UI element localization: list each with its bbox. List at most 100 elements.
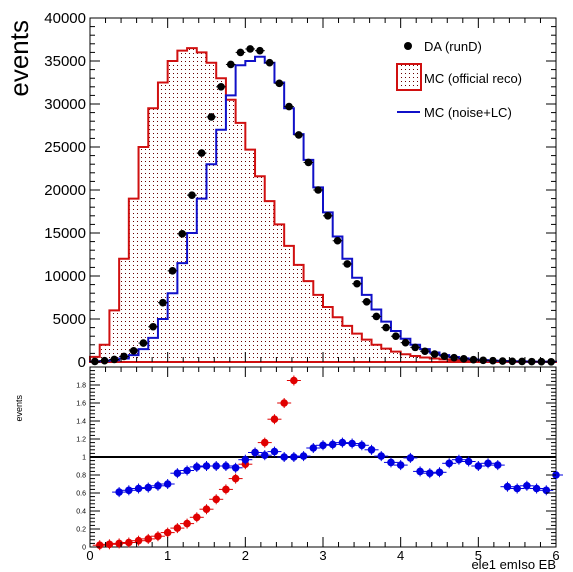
ratio-official-point	[271, 415, 279, 423]
data-point	[198, 149, 206, 157]
data-point	[402, 339, 410, 347]
ratio-noise-point	[426, 469, 434, 477]
data-point	[208, 113, 216, 121]
main-y-axis-title: events	[4, 20, 34, 97]
ratio-noise-point	[387, 459, 395, 467]
y-tick-label: 40000	[44, 10, 86, 27]
data-point	[411, 344, 419, 352]
ratio-noise-point	[222, 462, 230, 470]
ratio-official-point	[232, 475, 240, 483]
y-tick-label: 30000	[44, 96, 86, 113]
data-point	[101, 357, 109, 365]
y-tick-label: 10000	[44, 268, 86, 285]
y-tick-label: 25000	[44, 139, 86, 156]
ratio-y-tick-label: 1.8	[76, 383, 86, 390]
data-point	[470, 356, 478, 364]
ratio-noise-point	[135, 485, 143, 493]
ratio-noise-point	[368, 446, 376, 454]
ratio-noise-point	[261, 451, 269, 459]
data-point	[217, 83, 225, 91]
ratio-noise-point	[212, 462, 220, 470]
y-tick-label: 0	[78, 354, 86, 371]
data-point	[431, 350, 439, 358]
ratio-noise-point	[504, 483, 512, 491]
data-point	[169, 267, 177, 275]
legend-official-swatch	[397, 64, 421, 90]
ratio-noise-point	[242, 456, 250, 464]
data-point	[140, 339, 148, 347]
ratio-official-point	[183, 520, 191, 528]
ratio-official-point	[115, 540, 123, 548]
data-point	[538, 358, 546, 366]
legend-data-marker	[404, 42, 412, 50]
ratio-official-point	[135, 537, 143, 545]
ratio-noise-point	[377, 452, 385, 460]
data-point	[334, 237, 342, 245]
ratio-noise-point	[174, 469, 182, 477]
data-point	[256, 47, 264, 55]
ratio-y-tick-label: 1.6	[76, 401, 86, 408]
ratio-x-tick-label: 0	[86, 548, 93, 563]
ratio-x-axis-title: ele1 emIso EB	[471, 557, 556, 572]
data-point	[188, 191, 196, 199]
y-tick-label: 15000	[44, 225, 86, 242]
ratio-y-tick-label: 0.6	[76, 491, 86, 498]
data-point	[305, 159, 313, 167]
data-point	[343, 260, 351, 268]
ratio-x-tick-label: 3	[319, 548, 326, 563]
ratio-official-point	[193, 514, 201, 522]
legend-data-label: DA (runD)	[424, 39, 482, 54]
y-tick-label: 20000	[44, 182, 86, 199]
ratio-noise-point	[309, 444, 317, 452]
ratio-y-tick-label: 0.4	[76, 509, 86, 516]
ratio-official-point	[174, 524, 182, 532]
ratio-x-tick-label: 1	[164, 548, 171, 563]
ratio-noise-point	[445, 460, 453, 468]
ratio-noise-point	[348, 440, 356, 448]
ratio-noise-point	[416, 468, 424, 476]
ratio-noise-point	[358, 442, 366, 450]
ratio-noise-point	[154, 482, 162, 490]
ratio-noise-point	[203, 462, 211, 470]
ratio-official-point	[125, 539, 133, 547]
ratio-official-point	[144, 535, 152, 543]
data-point	[353, 280, 361, 288]
ratio-y-tick-label: 1.4	[76, 419, 86, 426]
ratio-noise-point	[513, 485, 521, 493]
ratio-y-tick-label: 1	[82, 455, 86, 462]
data-point	[91, 358, 99, 366]
legend-official-label: MC (official reco)	[424, 71, 522, 86]
data-point	[159, 299, 167, 307]
ratio-official-point	[106, 541, 114, 549]
ratio-x-tick-label: 2	[242, 548, 249, 563]
data-point	[489, 357, 497, 365]
ratio-noise-point	[397, 461, 405, 469]
data-point	[324, 212, 332, 220]
ratio-noise-point	[125, 487, 133, 495]
data-point	[460, 355, 468, 363]
ratio-official-point	[222, 486, 230, 494]
ratio-noise-point	[290, 453, 298, 461]
data-point	[130, 347, 138, 355]
ratio-noise-point	[319, 442, 327, 450]
ratio-official-point	[261, 439, 269, 447]
ratio-noise-point	[144, 484, 152, 492]
data-point	[149, 323, 157, 331]
ratio-y-axis-title: events	[14, 395, 24, 422]
ratio-noise-point	[484, 460, 492, 468]
data-point	[314, 186, 322, 194]
data-point	[421, 347, 429, 355]
data-point	[246, 45, 254, 53]
ratio-noise-point	[164, 480, 172, 488]
ratio-noise-point	[407, 454, 415, 462]
data-point	[285, 103, 293, 111]
data-point	[479, 356, 487, 364]
ratio-y-tick-label: 0.2	[76, 527, 86, 534]
y-tick-label: 5000	[53, 311, 86, 328]
y-tick-label: 35000	[44, 53, 86, 70]
ratio-noise-point	[280, 453, 288, 461]
legend: DA (runD) MC (official reco) MC (noise+L…	[397, 39, 522, 120]
ratio-noise-point	[193, 463, 201, 471]
main-panel: 0 5000 10000 15000 20000 25000 30000 35000 40000…	[4, 10, 556, 371]
